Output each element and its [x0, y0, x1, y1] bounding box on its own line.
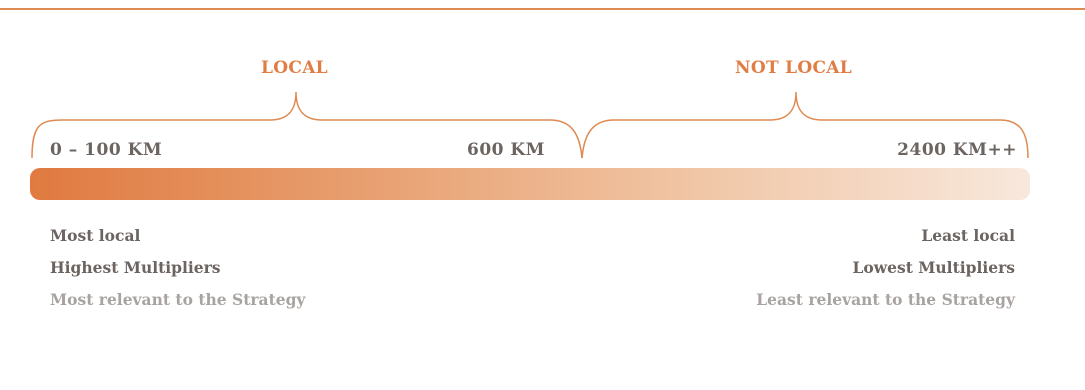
- top-divider-line: [0, 8, 1085, 10]
- most-local-label: Most local: [50, 226, 141, 245]
- most-local-description: Most local Highest Multipliers Most rele…: [50, 220, 305, 316]
- distance-middle-label: 600 km: [467, 140, 545, 160]
- distance-start-label: 0 – 100 km: [50, 140, 163, 160]
- least-local-description: Least local Lowest Multipliers Least rel…: [756, 220, 1015, 316]
- highest-multipliers-label: Highest Multipliers: [50, 258, 221, 277]
- least-local-label: Least local: [921, 226, 1015, 245]
- local-brace: [31, 91, 583, 159]
- most-relevant-label: Most relevant to the Strategy: [50, 290, 306, 309]
- least-relevant-label: Least relevant to the Strategy: [756, 290, 1015, 309]
- not-local-brace: [581, 91, 1029, 159]
- not-local-group-label: NOT LOCAL: [735, 58, 853, 78]
- local-group-label: LOCAL: [261, 58, 328, 78]
- locality-gradient-bar: [30, 168, 1030, 200]
- lowest-multipliers-label: Lowest Multipliers: [852, 258, 1015, 277]
- distance-end-label: 2400 km++: [897, 140, 1017, 160]
